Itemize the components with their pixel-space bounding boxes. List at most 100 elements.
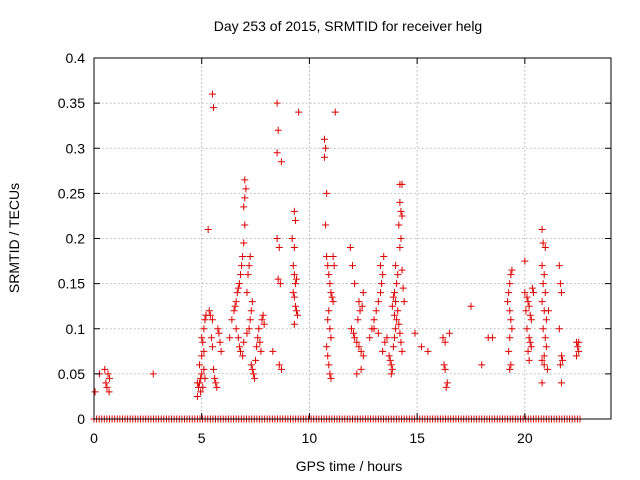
data-point bbox=[198, 352, 206, 360]
data-point bbox=[234, 284, 242, 292]
y-tick-label: 0.3 bbox=[66, 140, 86, 156]
data-point bbox=[366, 334, 374, 342]
data-point bbox=[290, 271, 298, 279]
data-point bbox=[557, 289, 565, 297]
data-point bbox=[417, 343, 425, 351]
data-point bbox=[241, 176, 249, 184]
data-point bbox=[235, 343, 243, 351]
data-point bbox=[230, 307, 238, 315]
data-point bbox=[399, 284, 407, 292]
data-point bbox=[330, 262, 338, 270]
data-point bbox=[102, 379, 110, 387]
data-point bbox=[489, 334, 497, 342]
data-point bbox=[351, 280, 359, 288]
data-point bbox=[324, 262, 332, 270]
data-point bbox=[555, 325, 563, 333]
data-point bbox=[538, 225, 546, 233]
data-point bbox=[355, 343, 363, 351]
data-point bbox=[236, 271, 244, 279]
data-point bbox=[559, 356, 567, 364]
data-point bbox=[329, 298, 337, 306]
data-point bbox=[527, 343, 535, 351]
data-point bbox=[196, 361, 204, 369]
data-point bbox=[385, 352, 393, 360]
axis-ticks: 0 5 10 15 20 0 0.05 0.1 0.15 0.2 0.25 0.3 0.35 0.4 bbox=[58, 50, 611, 446]
data-point bbox=[505, 289, 513, 297]
data-point bbox=[289, 262, 297, 270]
data-point bbox=[478, 361, 486, 369]
data-point bbox=[542, 316, 550, 324]
data-point bbox=[398, 212, 406, 220]
data-point bbox=[236, 347, 244, 355]
data-point bbox=[556, 280, 564, 288]
data-point bbox=[254, 334, 262, 342]
data-point bbox=[374, 329, 382, 337]
data-point bbox=[521, 257, 529, 265]
data-point bbox=[216, 338, 224, 346]
data-point bbox=[322, 144, 330, 152]
data-point bbox=[541, 334, 549, 342]
data-point bbox=[557, 352, 565, 360]
data-point bbox=[392, 325, 400, 333]
data-point bbox=[526, 311, 534, 319]
data-point bbox=[508, 325, 516, 333]
data-point bbox=[507, 316, 515, 324]
data-point bbox=[91, 388, 99, 396]
data-point bbox=[256, 338, 264, 346]
data-point bbox=[393, 280, 401, 288]
data-point bbox=[290, 244, 298, 252]
data-point bbox=[387, 361, 395, 369]
data-point bbox=[276, 280, 284, 288]
data-point bbox=[208, 343, 216, 351]
data-point bbox=[193, 379, 201, 387]
data-point bbox=[252, 356, 260, 364]
data-point bbox=[575, 347, 583, 355]
data-point bbox=[325, 307, 333, 315]
data-point bbox=[556, 361, 564, 369]
data-point bbox=[545, 307, 553, 315]
data-point bbox=[540, 352, 548, 360]
data-point bbox=[540, 361, 548, 369]
data-point bbox=[441, 338, 449, 346]
data-point bbox=[244, 271, 252, 279]
data-point bbox=[275, 244, 283, 252]
data-point bbox=[400, 298, 408, 306]
data-point bbox=[394, 307, 402, 315]
data-point bbox=[443, 379, 451, 387]
data-point bbox=[389, 293, 397, 301]
data-point bbox=[395, 221, 403, 229]
data-point bbox=[398, 180, 406, 188]
data-point bbox=[211, 374, 219, 382]
y-axis-label: SRMTID / TECUs bbox=[6, 183, 22, 293]
data-point bbox=[323, 343, 331, 351]
data-point bbox=[396, 198, 404, 206]
x-tick-label: 15 bbox=[409, 430, 425, 446]
data-point bbox=[324, 352, 332, 360]
data-point bbox=[214, 325, 222, 333]
data-point bbox=[326, 280, 334, 288]
data-point bbox=[233, 289, 241, 297]
data-points bbox=[90, 90, 584, 423]
data-point bbox=[377, 289, 385, 297]
data-point bbox=[248, 365, 256, 373]
y-tick-label: 0.4 bbox=[66, 50, 86, 66]
data-point bbox=[378, 280, 386, 288]
data-point bbox=[201, 374, 209, 382]
data-point bbox=[555, 262, 563, 270]
data-point bbox=[397, 338, 405, 346]
data-point bbox=[525, 356, 533, 364]
data-point bbox=[573, 352, 581, 360]
data-point bbox=[351, 334, 359, 342]
data-point bbox=[289, 289, 297, 297]
data-point bbox=[325, 271, 333, 279]
data-point bbox=[439, 334, 447, 342]
data-point bbox=[253, 343, 261, 351]
data-point bbox=[388, 365, 396, 373]
data-point bbox=[539, 239, 547, 247]
data-point bbox=[521, 289, 529, 297]
data-point bbox=[397, 235, 405, 242]
data-point bbox=[346, 244, 354, 252]
data-point bbox=[231, 302, 239, 310]
data-point bbox=[391, 311, 399, 319]
